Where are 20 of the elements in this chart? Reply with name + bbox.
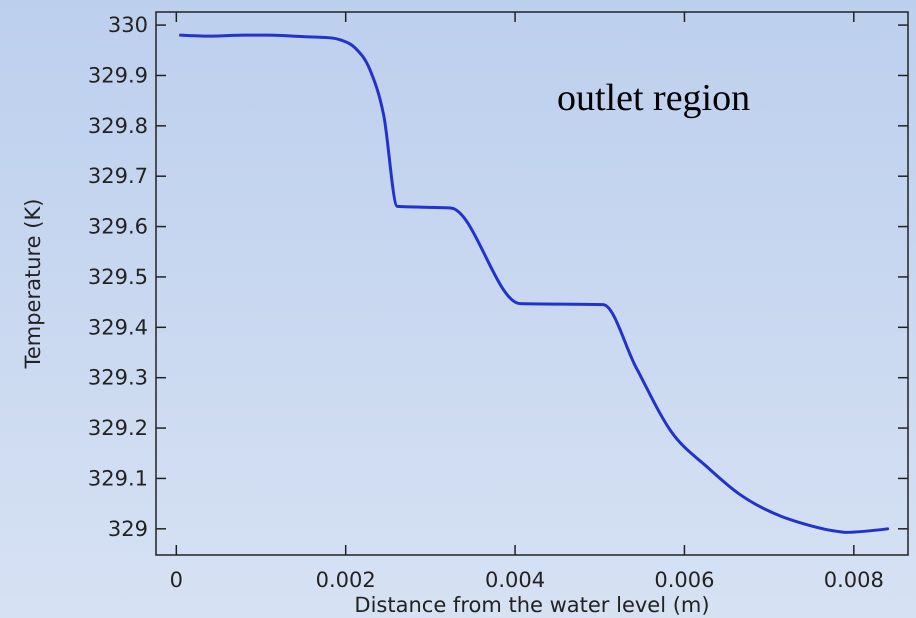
y-tick-label: 329.3 xyxy=(88,366,148,390)
annotation: outlet region xyxy=(557,77,750,119)
x-tick-label: 0.008 xyxy=(824,568,884,592)
y-tick-label: 329.7 xyxy=(88,164,148,188)
y-tick-label: 329.1 xyxy=(88,466,148,490)
x-axis-title: Distance from the water level (m) xyxy=(354,593,710,617)
y-tick-label: 329.2 xyxy=(88,416,148,440)
y-tick-label: 329.8 xyxy=(88,114,148,138)
y-axis-title: Temperature (K) xyxy=(21,198,45,370)
y-tick-label: 329.9 xyxy=(88,63,148,88)
x-tick-label: 0.004 xyxy=(485,568,546,592)
y-tick-label: 329.5 xyxy=(88,264,148,289)
y-tick-label: 330 xyxy=(108,13,148,38)
line-series xyxy=(179,34,890,534)
y-tick-label: 329 xyxy=(108,516,148,541)
y-tick-label: 329.6 xyxy=(88,214,148,239)
x-tick-label: 0.006 xyxy=(654,568,714,592)
x-tick-label: 0.002 xyxy=(316,568,376,592)
x-tick-label: 0 xyxy=(170,568,184,592)
y-tick-label: 329.4 xyxy=(88,315,148,340)
